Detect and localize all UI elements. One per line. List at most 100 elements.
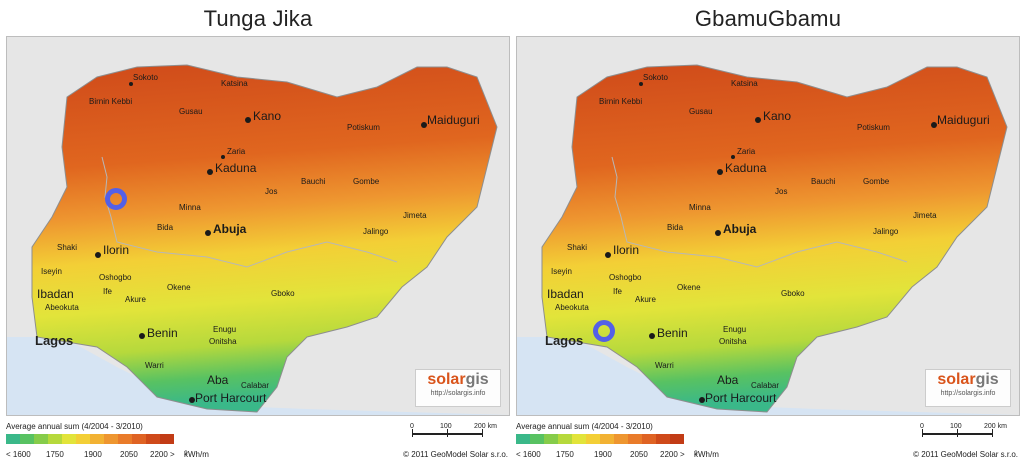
legend-label: 1900 xyxy=(84,450,102,459)
legend-swatch xyxy=(614,434,628,444)
map-panel-tunga-jika: Tunga Jika Sokoto Ka xyxy=(6,0,510,474)
legend-swatch xyxy=(530,434,544,444)
city-dot xyxy=(639,82,643,86)
legend-label: 2200 > xyxy=(150,450,175,459)
scale-label: 200 km xyxy=(474,423,497,430)
city-maiduguri: Maiduguri xyxy=(427,113,480,127)
city-abeokuta: Abeokuta xyxy=(45,303,79,312)
city-enugu: Enugu xyxy=(213,325,237,334)
scale-bar: 0 100 200 km xyxy=(408,423,508,443)
city-gusau: Gusau xyxy=(179,107,203,116)
panel-title: Tunga Jika xyxy=(203,6,313,31)
legend-title: Average annual sum (4/2004 - 3/2010) xyxy=(6,422,143,431)
city-potiskum: Potiskum xyxy=(857,123,890,132)
city-dot xyxy=(207,169,213,175)
city-shaki: Shaki xyxy=(567,243,588,252)
brand-url: http://solargis.info xyxy=(940,390,996,397)
city-ife: Ife xyxy=(613,287,622,296)
city-jos: Jos xyxy=(775,187,788,196)
legend-swatch xyxy=(20,434,34,444)
city-bauchi: Bauchi xyxy=(811,177,836,186)
city-dot xyxy=(731,155,735,159)
city-kaduna: Kaduna xyxy=(215,161,257,175)
city-akure: Akure xyxy=(635,295,656,304)
city-aba: Aba xyxy=(207,373,229,387)
brand-name-accent: gis xyxy=(465,371,489,388)
city-jimeta: Jimeta xyxy=(913,211,937,220)
legend-swatch xyxy=(132,434,146,444)
city-ilorin: Ilorin xyxy=(103,243,130,257)
city-dot xyxy=(717,169,723,175)
nigeria-map-graphic xyxy=(517,37,1019,415)
city-okene: Okene xyxy=(167,283,191,292)
city-kano: Kano xyxy=(763,109,792,123)
legend-swatch xyxy=(544,434,558,444)
legend-swatch xyxy=(62,434,76,444)
city-abuja: Abuja xyxy=(723,222,757,236)
city-dot xyxy=(421,122,427,128)
solar-map: Sokoto Katsina Birnin Kebbi Gusau Kano P… xyxy=(6,36,510,416)
scale-label: 200 km xyxy=(984,423,1007,430)
city-dot xyxy=(931,122,937,128)
city-warri: Warri xyxy=(145,361,164,370)
city-birnin-kebbi: Birnin Kebbi xyxy=(599,97,643,106)
city-kano: Kano xyxy=(253,109,282,123)
legend-swatch xyxy=(118,434,132,444)
legend-swatch xyxy=(516,434,530,444)
city-ilorin: Ilorin xyxy=(613,243,640,257)
city-dot xyxy=(715,230,721,236)
scale-label: 0 xyxy=(920,423,924,430)
city-benin: Benin xyxy=(657,326,688,340)
city-oshogbo: Oshogbo xyxy=(609,273,642,282)
city-calabar: Calabar xyxy=(241,381,270,390)
legend-swatch xyxy=(76,434,90,444)
legend-unit: kWh/m 2 xyxy=(184,450,209,459)
city-dot xyxy=(605,252,611,258)
city-shaki: Shaki xyxy=(57,243,78,252)
map-panel-gbamugbamu: GbamuGbamu Sokoto Ka xyxy=(516,0,1020,474)
scale-label: 100 xyxy=(440,423,452,430)
city-potiskum: Potiskum xyxy=(347,123,380,132)
city-okene: Okene xyxy=(677,283,701,292)
city-ife: Ife xyxy=(103,287,112,296)
city-onitsha: Onitsha xyxy=(209,337,237,346)
legend-swatch xyxy=(670,434,684,444)
legend-label: < 1600 xyxy=(6,450,31,459)
city-abuja: Abuja xyxy=(213,222,247,236)
city-dot xyxy=(245,117,251,123)
city-kaduna: Kaduna xyxy=(725,161,767,175)
legend-swatch xyxy=(600,434,614,444)
solargis-logo: solargis http://solargis.info xyxy=(925,369,1011,407)
location-marker xyxy=(593,320,615,342)
city-bida: Bida xyxy=(157,223,174,232)
city-lagos: Lagos xyxy=(545,333,584,348)
city-birnin-kebbi: Birnin Kebbi xyxy=(89,97,133,106)
city-dot xyxy=(221,155,225,159)
legend-swatch xyxy=(586,434,600,444)
city-dot xyxy=(129,82,133,86)
legend-swatch xyxy=(558,434,572,444)
city-jos: Jos xyxy=(265,187,278,196)
city-enugu: Enugu xyxy=(723,325,747,334)
legend-swatch xyxy=(628,434,642,444)
city-gusau: Gusau xyxy=(689,107,713,116)
copyright: © 2011 GeoModel Solar s.r.o. xyxy=(403,450,508,459)
legend-title: Average annual sum (4/2004 - 3/2010) xyxy=(516,422,653,431)
scale-label: 100 xyxy=(950,423,962,430)
legend-swatch xyxy=(656,434,670,444)
city-calabar: Calabar xyxy=(751,381,780,390)
city-jalingo: Jalingo xyxy=(873,227,899,236)
legend-swatch xyxy=(104,434,118,444)
city-iseyin: Iseyin xyxy=(41,267,62,276)
location-marker xyxy=(105,188,127,210)
legend-swatch xyxy=(34,434,48,444)
city-port-harcourt: Port Harcourt xyxy=(705,391,777,405)
city-dot xyxy=(699,397,705,403)
city-gombe: Gombe xyxy=(863,177,890,186)
city-onitsha: Onitsha xyxy=(719,337,747,346)
city-sokoto: Sokoto xyxy=(133,73,158,82)
city-gombe: Gombe xyxy=(353,177,380,186)
city-benin: Benin xyxy=(147,326,178,340)
legend-swatch xyxy=(6,434,20,444)
city-dot xyxy=(649,333,655,339)
